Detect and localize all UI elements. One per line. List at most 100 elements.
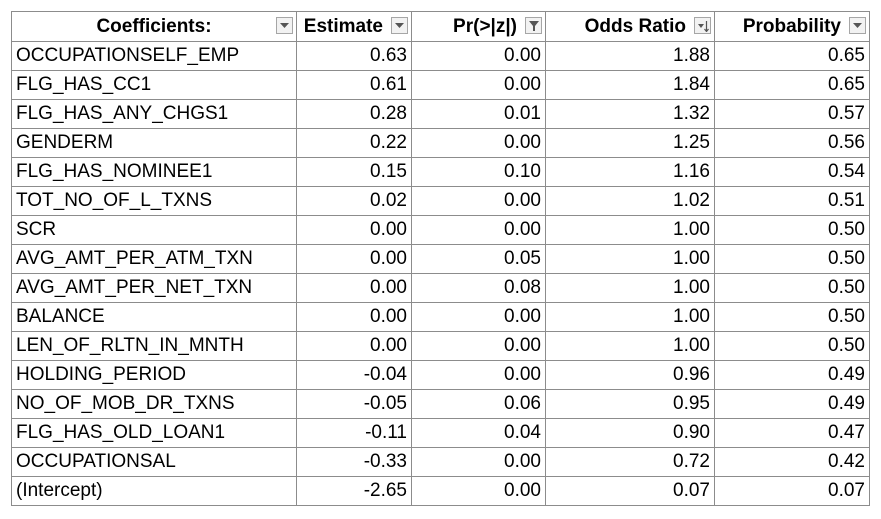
value-cell[interactable]: 1.88 (545, 41, 715, 71)
value-cell[interactable]: -0.04 (296, 360, 412, 390)
value-cell[interactable]: 0.07 (545, 476, 715, 506)
column-header-label: Estimate (303, 15, 383, 37)
value-cell[interactable]: 1.84 (545, 70, 715, 100)
value-cell[interactable]: 0.90 (545, 418, 715, 448)
value-cell[interactable]: 0.04 (411, 418, 546, 448)
value-cell[interactable]: 0.42 (714, 447, 870, 477)
value-cell[interactable]: 1.00 (545, 273, 715, 303)
value-cell[interactable]: 0.06 (411, 389, 546, 419)
value-cell[interactable]: 0.00 (411, 70, 546, 100)
value-cell[interactable]: 1.25 (545, 128, 715, 158)
coefficient-name-cell[interactable]: BALANCE (11, 302, 297, 332)
value-cell[interactable]: 1.00 (545, 244, 715, 274)
value-cell[interactable]: 0.01 (411, 99, 546, 129)
coefficient-name-cell[interactable]: AVG_AMT_PER_NET_TXN (11, 273, 297, 303)
coefficient-name-cell[interactable]: TOT_NO_OF_L_TXNS (11, 186, 297, 216)
coefficient-name-cell[interactable]: FLG_HAS_OLD_LOAN1 (11, 418, 297, 448)
value-cell[interactable]: 0.65 (714, 70, 870, 100)
table-row: OCCUPATIONSAL -0.33 0.00 0.72 0.42 (11, 447, 870, 477)
column-header-3[interactable]: Odds Ratio (545, 11, 715, 42)
value-cell[interactable]: 0.10 (411, 157, 546, 187)
value-cell[interactable]: 0.51 (714, 186, 870, 216)
coefficients-table: Coefficients: Estimate Pr(>|z|) Odds Ratio P… (11, 11, 870, 506)
value-cell[interactable]: 0.00 (296, 215, 412, 245)
value-cell[interactable]: 0.00 (411, 302, 546, 332)
value-cell[interactable]: 1.00 (545, 215, 715, 245)
value-cell[interactable]: 0.00 (296, 244, 412, 274)
value-cell[interactable]: 1.00 (545, 302, 715, 332)
value-cell[interactable]: -0.33 (296, 447, 412, 477)
value-cell[interactable]: 1.00 (545, 331, 715, 361)
value-cell[interactable]: 0.00 (411, 186, 546, 216)
value-cell[interactable]: 0.22 (296, 128, 412, 158)
column-header-4[interactable]: Probability (714, 11, 870, 42)
value-cell[interactable]: 0.15 (296, 157, 412, 187)
value-cell[interactable]: 0.72 (545, 447, 715, 477)
column-header-1[interactable]: Estimate (296, 11, 412, 42)
value-cell[interactable]: 0.50 (714, 302, 870, 332)
table-row: NO_OF_MOB_DR_TXNS -0.05 0.06 0.95 0.49 (11, 389, 870, 419)
value-cell[interactable]: 0.00 (296, 273, 412, 303)
value-cell[interactable]: 1.02 (545, 186, 715, 216)
value-cell[interactable]: 0.96 (545, 360, 715, 390)
table-row: BALANCE 0.00 0.00 1.00 0.50 (11, 302, 870, 332)
column-header-0[interactable]: Coefficients: (11, 11, 297, 42)
value-cell[interactable]: 0.02 (296, 186, 412, 216)
value-cell[interactable]: 1.32 (545, 99, 715, 129)
coefficient-name-cell[interactable]: FLG_HAS_CC1 (11, 70, 297, 100)
value-cell[interactable]: 0.28 (296, 99, 412, 129)
value-cell[interactable]: 0.00 (296, 302, 412, 332)
dropdown-arrow-icon[interactable] (391, 17, 408, 34)
coefficient-name-cell[interactable]: FLG_HAS_NOMINEE1 (11, 157, 297, 187)
value-cell[interactable]: 0.50 (714, 215, 870, 245)
value-cell[interactable]: 0.00 (411, 476, 546, 506)
coefficient-name-cell[interactable]: FLG_HAS_ANY_CHGS1 (11, 99, 297, 129)
coefficient-name-cell[interactable]: OCCUPATIONSAL (11, 447, 297, 477)
coefficient-name-cell[interactable]: GENDERM (11, 128, 297, 158)
coefficient-name-cell[interactable]: NO_OF_MOB_DR_TXNS (11, 389, 297, 419)
coefficient-name-cell[interactable]: (Intercept) (11, 476, 297, 506)
dropdown-arrow-icon[interactable] (849, 17, 866, 34)
value-cell[interactable]: 0.00 (296, 331, 412, 361)
coefficient-name-cell[interactable]: LEN_OF_RLTN_IN_MNTH (11, 331, 297, 361)
coefficient-name-cell[interactable]: OCCUPATIONSELF_EMP (11, 41, 297, 71)
coefficient-name-cell[interactable]: SCR (11, 215, 297, 245)
value-cell[interactable]: -0.11 (296, 418, 412, 448)
value-cell[interactable]: 0.50 (714, 273, 870, 303)
dropdown-arrow-icon[interactable] (276, 17, 293, 34)
table-row: FLG_HAS_OLD_LOAN1 -0.11 0.04 0.90 0.47 (11, 418, 870, 448)
sort-descending-icon[interactable] (694, 17, 711, 34)
value-cell[interactable]: 0.49 (714, 360, 870, 390)
table-row: HOLDING_PERIOD -0.04 0.00 0.96 0.49 (11, 360, 870, 390)
value-cell[interactable]: 0.50 (714, 331, 870, 361)
value-cell[interactable]: 0.07 (714, 476, 870, 506)
table-body: OCCUPATIONSELF_EMP 0.63 0.00 1.88 0.65 FLG_HA… (11, 41, 870, 506)
column-header-2[interactable]: Pr(>|z|) (411, 11, 546, 42)
value-cell[interactable]: -2.65 (296, 476, 412, 506)
value-cell[interactable]: 0.57 (714, 99, 870, 129)
value-cell[interactable]: 0.00 (411, 128, 546, 158)
value-cell[interactable]: 0.50 (714, 244, 870, 274)
value-cell[interactable]: 0.56 (714, 128, 870, 158)
value-cell[interactable]: 0.00 (411, 331, 546, 361)
value-cell[interactable]: 0.05 (411, 244, 546, 274)
value-cell[interactable]: 1.16 (545, 157, 715, 187)
value-cell[interactable]: 0.00 (411, 215, 546, 245)
coefficient-name-cell[interactable]: HOLDING_PERIOD (11, 360, 297, 390)
column-header-label: Coefficients: (96, 15, 212, 37)
value-cell[interactable]: 0.00 (411, 447, 546, 477)
value-cell[interactable]: -0.05 (296, 389, 412, 419)
value-cell[interactable]: 0.00 (411, 41, 546, 71)
filter-funnel-icon[interactable] (525, 17, 542, 34)
value-cell[interactable]: 0.61 (296, 70, 412, 100)
value-cell[interactable]: 0.63 (296, 41, 412, 71)
value-cell[interactable]: 0.54 (714, 157, 870, 187)
coefficient-name-cell[interactable]: AVG_AMT_PER_ATM_TXN (11, 244, 297, 274)
value-cell[interactable]: 0.08 (411, 273, 546, 303)
value-cell[interactable]: 0.47 (714, 418, 870, 448)
table-row: OCCUPATIONSELF_EMP 0.63 0.00 1.88 0.65 (11, 41, 870, 71)
value-cell[interactable]: 0.95 (545, 389, 715, 419)
value-cell[interactable]: 0.49 (714, 389, 870, 419)
value-cell[interactable]: 0.00 (411, 360, 546, 390)
value-cell[interactable]: 0.65 (714, 41, 870, 71)
